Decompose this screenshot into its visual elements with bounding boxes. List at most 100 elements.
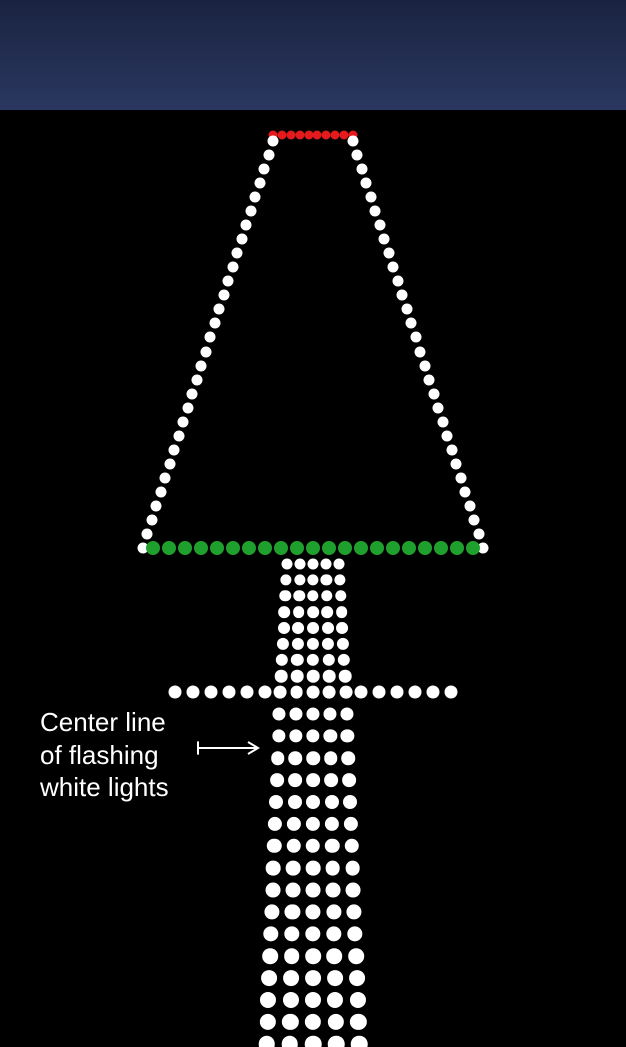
runway-edge-light-left <box>268 136 279 147</box>
approach-centerline-light <box>336 606 348 618</box>
runway-edge-light-left <box>173 430 184 441</box>
runway-edge-light-left <box>196 360 207 371</box>
runway-edge-light-left <box>263 150 274 161</box>
runway-edge-light-left <box>223 276 234 287</box>
approach-centerline-light <box>305 1036 322 1047</box>
approach-centerline-light <box>258 1036 275 1047</box>
approach-centerline-light <box>351 1036 368 1047</box>
runway-end-red-light <box>331 131 340 140</box>
approach-centerline-light <box>323 707 336 720</box>
runway-edge-light-left <box>205 332 216 343</box>
approach-centerline-light <box>283 970 299 986</box>
runway-edge-light-right <box>451 458 462 469</box>
approach-centerline-light <box>290 686 303 699</box>
approach-centerline-light <box>307 670 320 683</box>
runway-edge-light-left <box>182 402 193 413</box>
threshold-green-light <box>194 541 208 555</box>
runway-edge-light-right <box>370 206 381 217</box>
runway-edge-light-right <box>356 164 367 175</box>
runway-edge-light-right <box>433 402 444 413</box>
runway-edge-light-right <box>397 290 408 301</box>
approach-centerline-light <box>282 1036 299 1047</box>
threshold-green-light <box>242 541 256 555</box>
approach-centerline-light <box>324 773 338 787</box>
runway-edge-light-right <box>365 192 376 203</box>
runway-edge-light-left <box>169 444 180 455</box>
approach-centerline-light <box>288 773 302 787</box>
runway-edge-light-left <box>151 500 162 511</box>
runway-edge-light-right <box>469 514 480 525</box>
runway-edge-light-left <box>164 458 175 469</box>
runway-end-red-light <box>322 131 331 140</box>
runway-edge-light-left <box>187 388 198 399</box>
runway-edge-light-left <box>200 346 211 357</box>
threshold-green-light <box>178 541 192 555</box>
approach-centerline-light <box>270 773 284 787</box>
crossbar-light-left <box>169 686 182 699</box>
approach-centerline-light <box>321 606 333 618</box>
approach-centerline-light <box>334 559 345 570</box>
approach-centerline-light <box>283 992 299 1008</box>
threshold-green-light <box>146 541 160 555</box>
approach-centerline-light <box>327 948 343 964</box>
runway-edge-light-left <box>160 472 171 483</box>
runway-edge-light-left <box>254 178 265 189</box>
approach-centerline-light <box>323 686 336 699</box>
threshold-green-light <box>162 541 176 555</box>
approach-centerline-light <box>261 970 277 986</box>
approach-centerline-light <box>289 751 303 765</box>
approach-centerline-light <box>305 992 321 1008</box>
runway-edge-light-left <box>155 486 166 497</box>
approach-centerline-light <box>285 883 300 898</box>
approach-centerline-light <box>322 622 334 634</box>
crossbar-light-right <box>409 686 422 699</box>
approach-centerline-light <box>265 883 280 898</box>
crossbar-light-left <box>223 686 236 699</box>
approach-centerline-light <box>307 622 319 634</box>
approach-centerline-light <box>327 992 343 1008</box>
crossbar-light-right <box>355 686 368 699</box>
threshold-green-light <box>210 541 224 555</box>
approach-centerline-light <box>328 1036 345 1047</box>
approach-centerline-light <box>260 992 276 1008</box>
runway-edge-light-right <box>473 528 484 539</box>
approach-centerline-light <box>342 751 356 765</box>
runway-end-red-light <box>277 131 286 140</box>
runway-edge-light-right <box>388 262 399 273</box>
crossbar-light-left <box>187 686 200 699</box>
runway-edge-light-left <box>191 374 202 385</box>
threshold-green-light <box>354 541 368 555</box>
approach-centerline-light <box>307 606 319 618</box>
approach-centerline-light <box>340 707 353 720</box>
approach-centerline-light <box>336 622 348 634</box>
threshold-green-light <box>370 541 384 555</box>
approach-centerline-light <box>326 883 341 898</box>
approach-centerline-light <box>349 970 365 986</box>
approach-centerline-light <box>275 670 288 683</box>
approach-centerline-light <box>274 686 287 699</box>
runway-edge-light-right <box>410 332 421 343</box>
crossbar-light-left <box>259 686 272 699</box>
runway-edge-light-left <box>214 304 225 315</box>
threshold-green-light <box>450 541 464 555</box>
approach-centerline-light <box>339 670 352 683</box>
approach-centerline-light <box>291 670 304 683</box>
approach-centerline-light <box>278 622 290 634</box>
runway-edge-light-right <box>415 346 426 357</box>
runway-edge-light-right <box>406 318 417 329</box>
approach-centerline-light <box>262 948 278 964</box>
approach-centerline-light <box>282 559 293 570</box>
runway-edge-light-left <box>227 262 238 273</box>
crossbar-light-left <box>205 686 218 699</box>
approach-centerline-light <box>345 861 360 876</box>
approach-centerline-light <box>324 751 338 765</box>
approach-centerline-light <box>292 622 304 634</box>
runway-edge-light-right <box>361 178 372 189</box>
runway-edge-light-left <box>236 234 247 245</box>
runway-edge-light-right <box>428 388 439 399</box>
crossbar-light-right <box>391 686 404 699</box>
runway-edge-light-left <box>218 290 229 301</box>
approach-centerline-light <box>325 861 340 876</box>
runway-edge-light-right <box>419 360 430 371</box>
runway-edge-light-right <box>424 374 435 385</box>
